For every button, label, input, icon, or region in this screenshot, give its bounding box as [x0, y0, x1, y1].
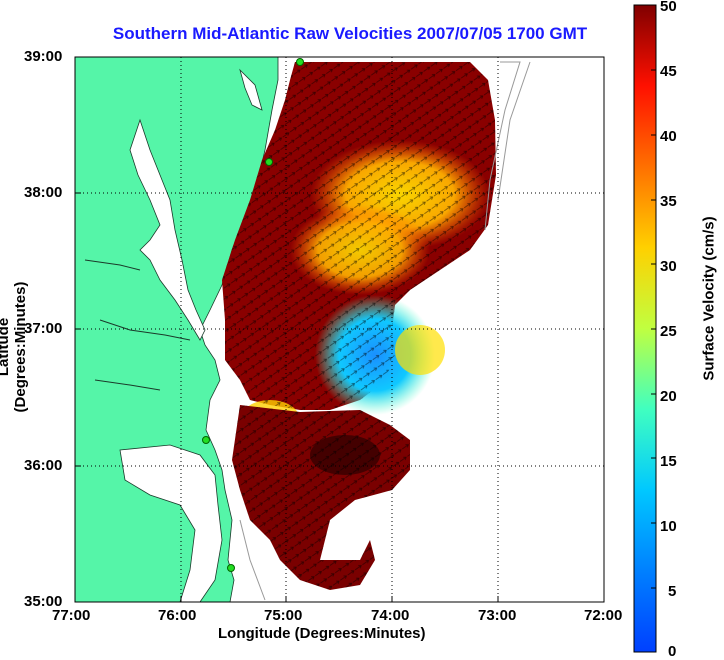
x-tick-label: 76:00 — [158, 607, 197, 624]
colorbar-tick-label: 45 — [660, 63, 677, 80]
chesapeake-bay — [129, 118, 206, 341]
colorbar-tick-label: 25 — [660, 323, 677, 340]
station-marker — [202, 436, 210, 444]
station-marker — [265, 158, 273, 166]
colorbar-tick-label: 5 — [668, 583, 677, 600]
colorbar-tick-label: 10 — [660, 518, 677, 535]
station-marker — [227, 564, 235, 572]
y-tick-label: 36:00 — [24, 457, 63, 474]
x-tick-label: 75:00 — [264, 607, 303, 624]
colorbar-tick-label: 35 — [660, 193, 677, 210]
colorbar-tick-label: 20 — [660, 388, 677, 405]
station-marker — [296, 58, 304, 66]
y-tick-label: 37:00 — [24, 320, 63, 337]
y-tick-label: 35:00 — [24, 593, 63, 610]
colorbar-tick-label: 0 — [668, 643, 677, 660]
x-tick-label: 72:00 — [584, 607, 623, 624]
map-title: Southern Mid-Atlantic Raw Velocities 200… — [112, 24, 588, 43]
colorbar-tick-label: 15 — [660, 453, 677, 470]
y-tick-label: 38:00 — [24, 184, 63, 201]
x-tick-label: 73:00 — [478, 607, 517, 624]
pamlico-sound — [119, 444, 223, 602]
delaware-bay — [239, 68, 263, 111]
x-tick-label: 77:00 — [52, 607, 91, 624]
colorbar-tick-label: 50 — [660, 0, 677, 15]
x-axis-label: Longitude (Degrees:Minutes) — [218, 625, 426, 642]
colorbar-tick-label: 40 — [660, 128, 677, 145]
colorbar-tick-label: 30 — [660, 258, 677, 275]
x-tick-label: 74:00 — [371, 607, 410, 624]
y-tick-label: 39:00 — [24, 48, 63, 65]
